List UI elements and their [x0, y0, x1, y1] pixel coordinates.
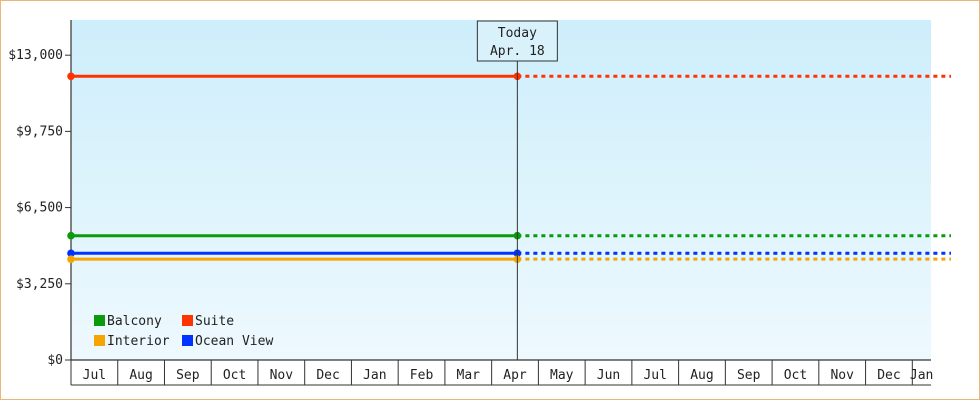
x-tick-label: Dec: [877, 368, 900, 383]
x-tick-label: May: [550, 368, 574, 383]
y-axis: $0 $3,250 $6,500 $9,750 $13,000: [8, 20, 72, 368]
legend: Balcony Interior Suite Ocean View: [94, 314, 273, 349]
x-tick-label: Jan: [363, 368, 386, 383]
legend-label: Suite: [195, 314, 234, 329]
x-axis: Jul Aug Sep Oct Nov Dec Jan Feb Mar Apr May Jun Jul A…: [70, 359, 933, 386]
x-tick-label: Sep: [737, 368, 761, 383]
today-label-text: Apr. 18: [490, 44, 545, 59]
plot-area: [71, 20, 931, 360]
x-tick-label: Jul: [643, 368, 666, 383]
x-tick-label: Dec: [316, 368, 339, 383]
today-marker: Today Apr. 18: [476, 20, 558, 360]
legend-swatch: [94, 315, 105, 326]
series-point-start: [67, 249, 75, 258]
x-tick-label: Feb: [410, 368, 434, 383]
y-tick-label: $6,500: [16, 201, 63, 216]
x-tick-label: Aug: [129, 368, 152, 383]
legend-label: Interior: [107, 334, 170, 349]
x-tick-label: Nov: [270, 368, 294, 383]
x-tick-label: Sep: [176, 368, 200, 383]
x-tick-label: Mar: [457, 368, 481, 383]
x-tick-label: Jan: [910, 368, 933, 383]
x-tick-label: Nov: [830, 368, 854, 383]
series-point-start: [67, 72, 75, 81]
x-tick-label: Aug: [690, 368, 713, 383]
series-lines: [67, 72, 951, 263]
legend-swatch: [182, 315, 193, 326]
x-tick-label: Jun: [597, 368, 620, 383]
x-tick-label: Oct: [223, 368, 246, 383]
legend-swatch: [182, 335, 193, 346]
y-tick-label: $9,750: [16, 124, 63, 139]
legend-label: Balcony: [107, 314, 162, 329]
series-point-start: [67, 231, 75, 240]
legend-label: Ocean View: [195, 334, 273, 349]
today-label-text: Today: [498, 26, 537, 41]
legend-swatch: [94, 335, 105, 346]
x-tick-label: Jul: [83, 368, 106, 383]
series-point-start: [67, 255, 75, 263]
x-tick-label: Oct: [784, 368, 807, 383]
y-tick-label: $3,250: [16, 277, 63, 292]
today-label-box: [476, 20, 558, 62]
y-tick-label: $13,000: [8, 48, 63, 63]
y-tick-label: $0: [47, 353, 63, 368]
x-tick-label: Apr: [503, 368, 527, 383]
